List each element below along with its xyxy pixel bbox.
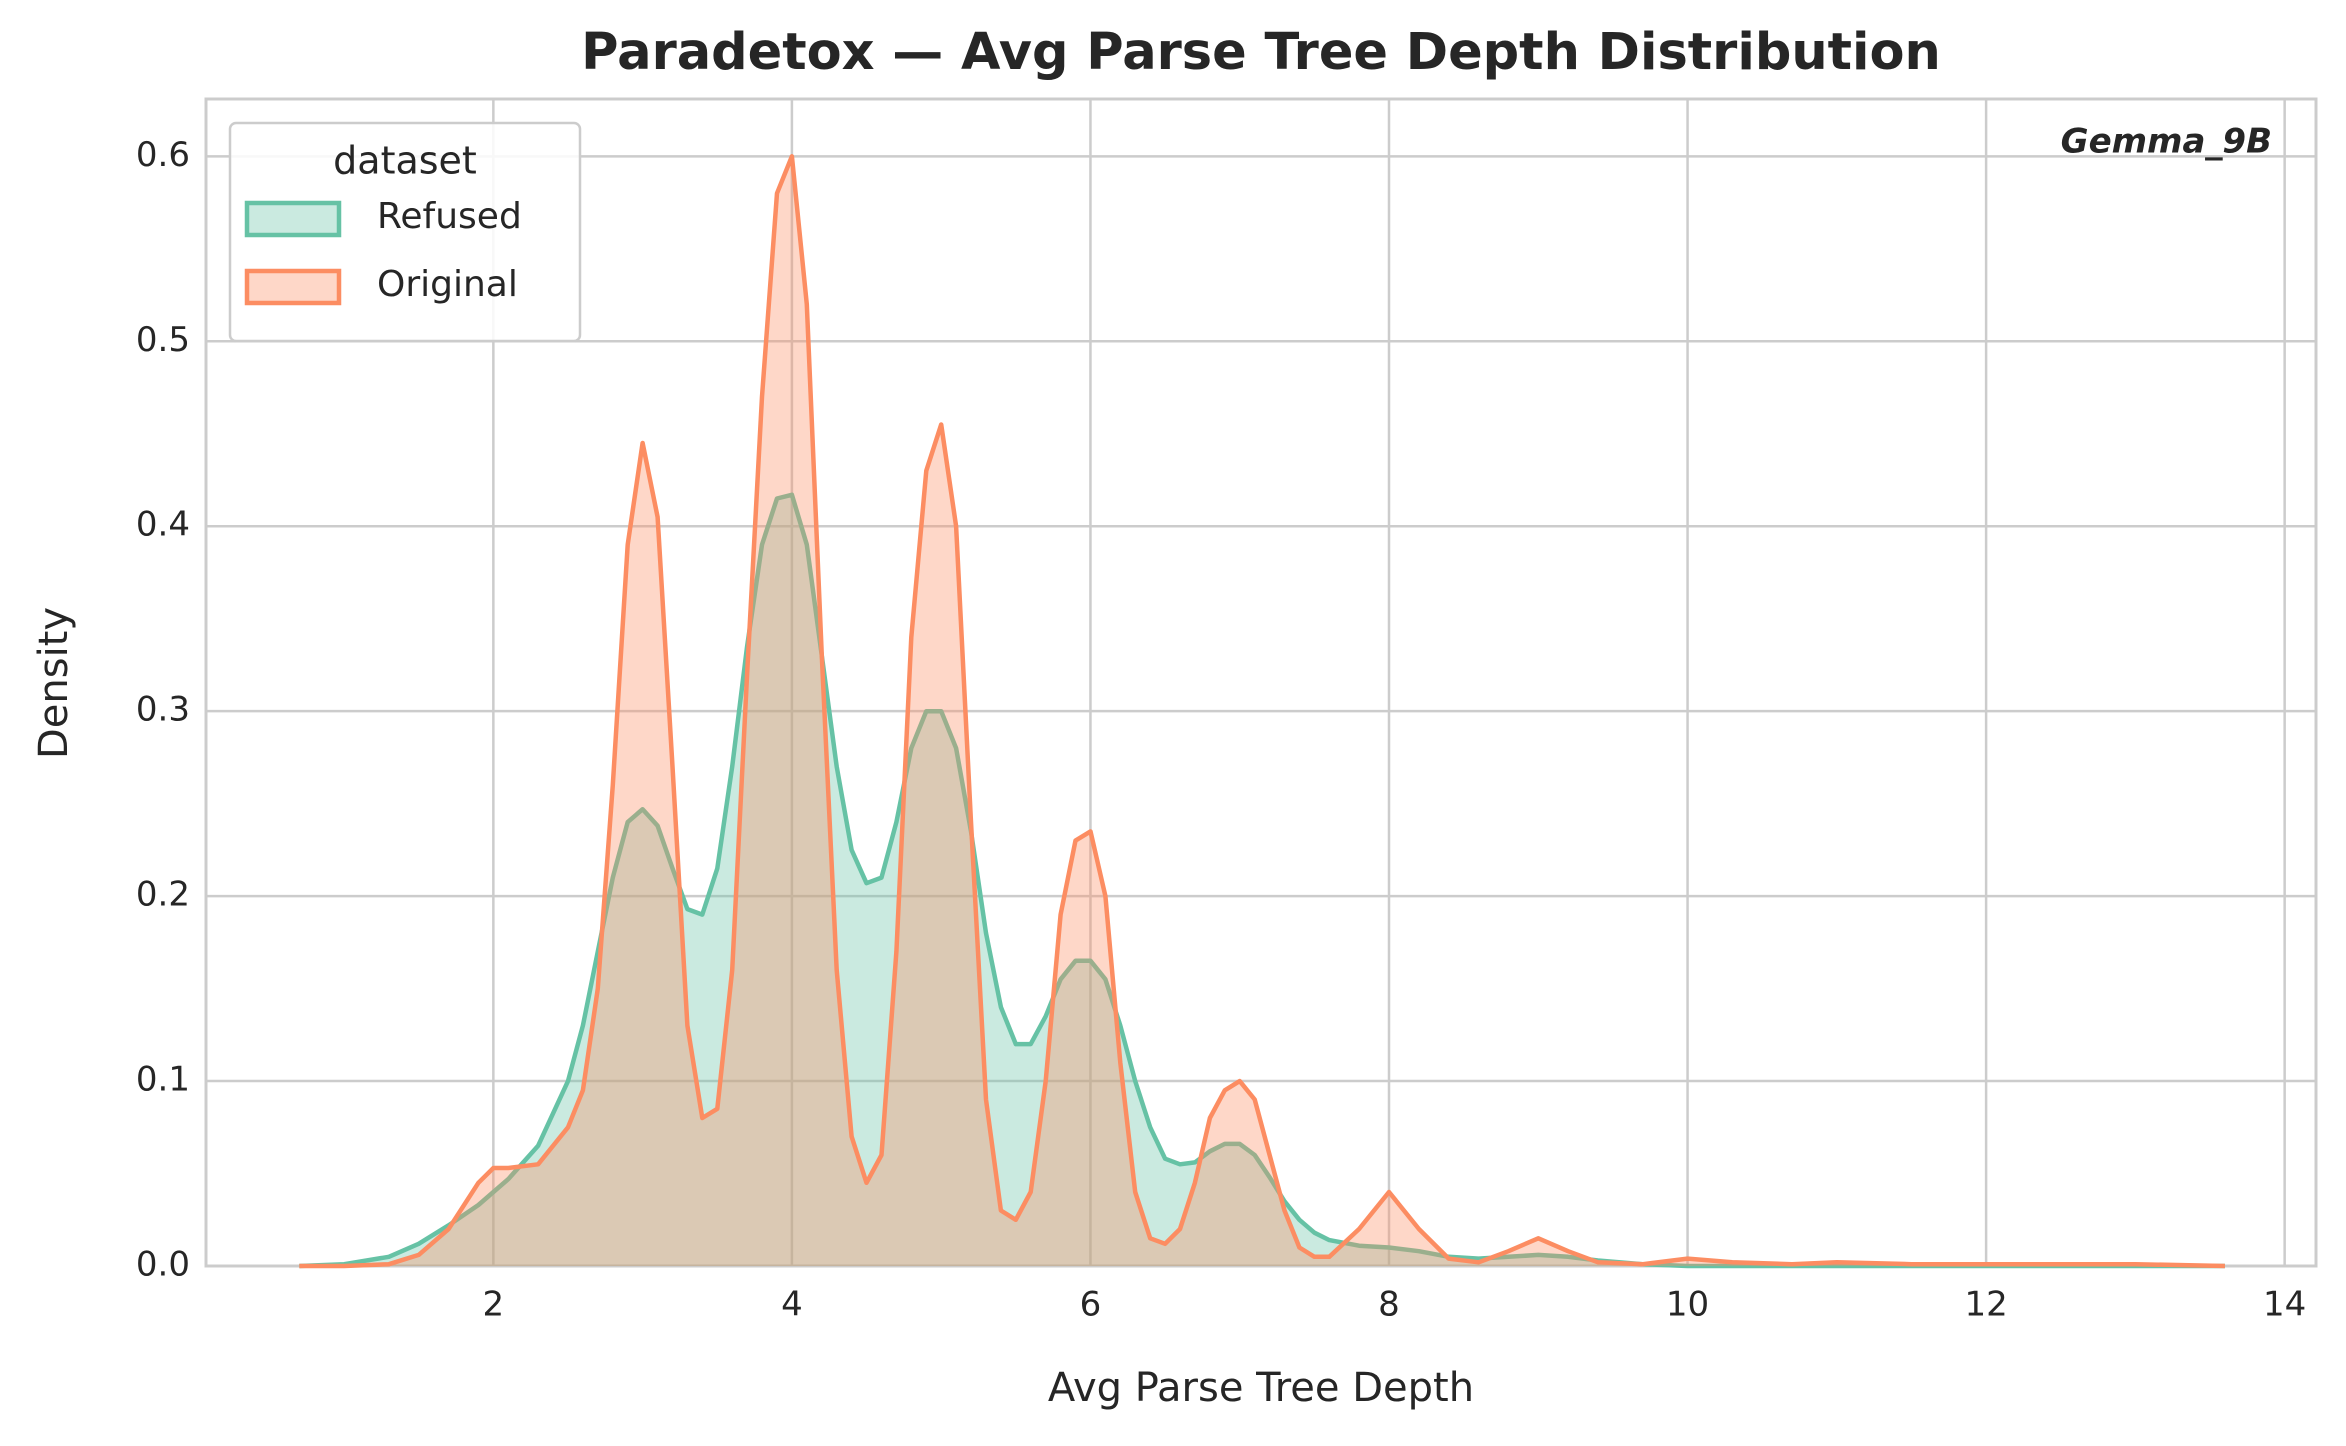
x-tick-label: 8 [1378, 1285, 1400, 1325]
x-tick-label: 10 [1666, 1285, 1709, 1325]
kde-area [299, 156, 2225, 1266]
legend-swatch [244, 268, 342, 306]
chart-title: Paradetox — Avg Parse Tree Depth Distrib… [581, 23, 1941, 82]
x-tick-label: 4 [781, 1285, 803, 1325]
y-axis-label: Density [31, 607, 77, 759]
y-tick-label: 0.3 [136, 690, 190, 730]
annotation: Gemma_9B [2061, 122, 2272, 162]
kde-area [299, 494, 2225, 1266]
y-tick-label: 0.1 [136, 1060, 190, 1100]
x-tick-label: 14 [2263, 1285, 2306, 1325]
x-axis-label: Avg Parse Tree Depth [1048, 1365, 1474, 1411]
y-tick-label: 0.6 [136, 135, 190, 175]
x-tick-label: 6 [1080, 1285, 1102, 1325]
legend-label: Original [377, 264, 518, 305]
y-tick-label: 0.4 [136, 505, 190, 545]
legend-box [228, 121, 582, 343]
kde-line [299, 154, 2225, 1269]
x-tick-label: 12 [1964, 1285, 2007, 1325]
y-tick-label: 0.2 [136, 875, 190, 915]
y-tick-label: 0.5 [136, 320, 190, 360]
legend-title: dataset [333, 139, 477, 183]
legend-label: Refused [377, 196, 522, 237]
x-tick-label: 2 [483, 1285, 505, 1325]
plot-frame [204, 97, 2318, 1268]
legend-swatch [244, 200, 342, 238]
y-tick-label: 0.0 [136, 1245, 190, 1285]
kde-line [299, 492, 2225, 1269]
